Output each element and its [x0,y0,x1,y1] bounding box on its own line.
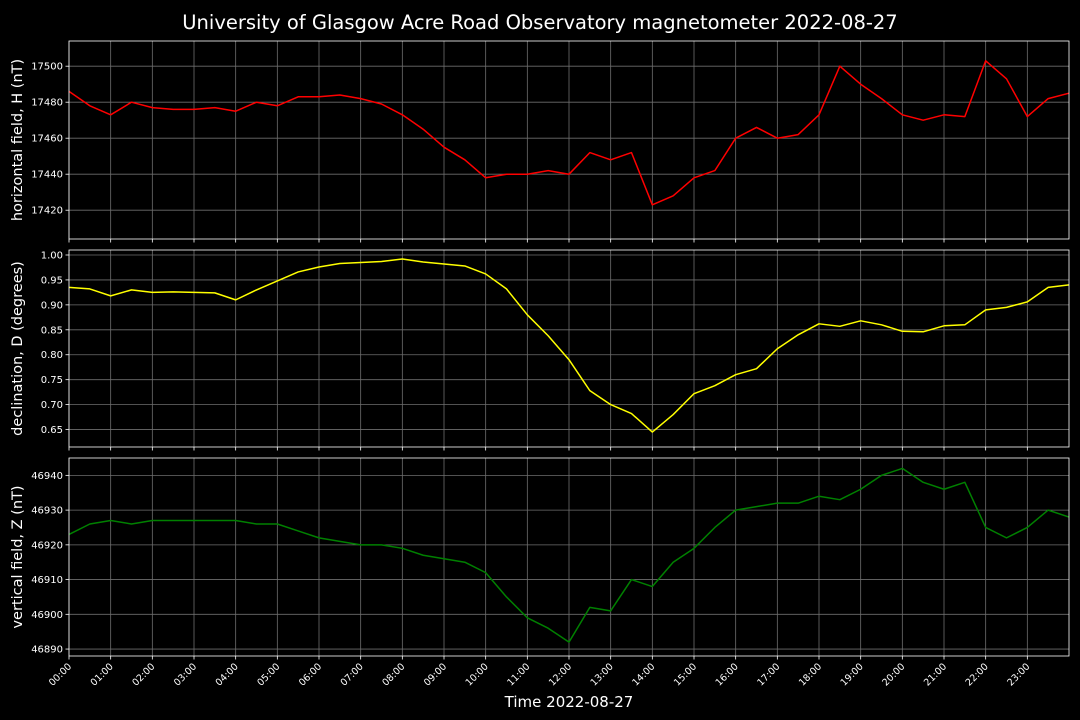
y-tick-label: 46930 [31,506,63,517]
panel-frame [68,457,1070,657]
series-line-h [68,60,1070,206]
y-axis-label: horizontal field, H (nT) [10,59,26,221]
panel-frame [68,249,1070,448]
series-line-d [68,258,1070,433]
y-tick-label: 17500 [31,62,63,73]
y-tick-label: 0.80 [41,350,63,361]
y-tick-label: 46920 [31,540,63,551]
panel-d: 0.65 0.70 0.75 0.80 0.85 0.90 0.95 1.00 declinat… [10,249,1070,451]
y-tick-label: 46900 [31,610,63,621]
y-tick-label: 0.95 [41,275,63,286]
y-tick-label: 17480 [31,98,63,109]
y-tick-label: 17440 [31,170,63,181]
y-tick-label: 0.85 [41,325,63,336]
y-tick-label: 0.75 [41,375,63,386]
y-tick-label: 46940 [31,471,63,482]
panel-h: 17420 17440 17460 17480 17500 horizontal fiel… [10,40,1070,243]
y-tick-label: 46890 [31,645,63,656]
y-axis-label: vertical field, Z (nT) [10,485,26,628]
y-axis-label: declination, D (degrees) [10,261,26,436]
x-axis-label: Time 2022-08-27 [504,693,634,711]
y-tick-label: 0.70 [41,400,63,411]
y-tick-label: 17420 [31,206,63,217]
chart-title: University of Glasgow Acre Road Observat… [182,11,897,34]
y-tick-label: 17460 [31,134,63,145]
panel-z: 46890 46900 46910 46920 46930 46940 vertical f… [10,457,1070,660]
y-tick-label: 46910 [31,575,63,586]
y-tick-label: 0.90 [41,300,63,311]
series-line-z [68,467,1070,643]
y-tick-label: 1.00 [41,250,63,261]
panel-frame [68,40,1070,240]
y-tick-label: 0.65 [41,425,63,436]
